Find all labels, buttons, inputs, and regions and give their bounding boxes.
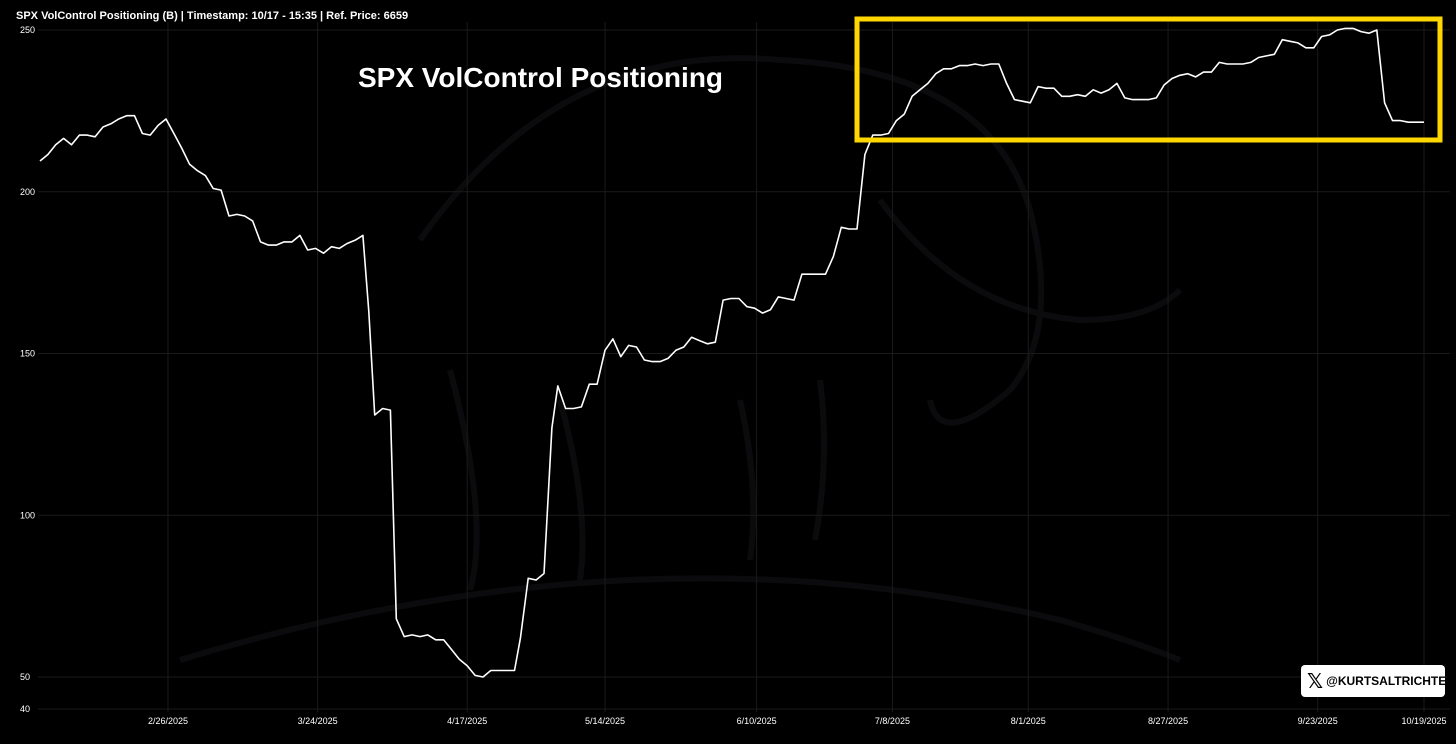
y-tick-label: 200 [20, 187, 35, 197]
x-tick-label: 10/19/2025 [1401, 716, 1446, 726]
x-tick-label: 7/8/2025 [875, 716, 910, 726]
x-tick-label: 6/10/2025 [737, 716, 777, 726]
x-tick-label: 8/27/2025 [1148, 716, 1188, 726]
y-tick-label: 100 [20, 510, 35, 520]
highlight-box [854, 16, 1443, 143]
y-axis: 40 50 100 150 200 250 [20, 25, 35, 714]
y-tick-label: 40 [20, 704, 30, 714]
y-tick-label: 250 [20, 25, 35, 35]
x-tick-label: 3/24/2025 [298, 716, 338, 726]
overlay-title: SPX VolControl Positioning [358, 62, 724, 93]
x-tick-label: 2/26/2025 [148, 716, 188, 726]
chart-grid [38, 22, 1450, 712]
x-tick-label: 4/17/2025 [447, 716, 487, 726]
x-tick-label: 5/14/2025 [585, 716, 625, 726]
y-tick-label: 150 [20, 349, 35, 359]
chart-header-title: SPX VolControl Positioning (B) | Timesta… [16, 10, 409, 22]
x-axis: 2/26/2025 3/24/2025 4/17/2025 5/14/2025 6/10… [148, 716, 1447, 726]
x-tick-label: 8/1/2025 [1011, 716, 1046, 726]
series-line [39, 27, 1424, 678]
x-logo-icon: 𝕏 [1307, 669, 1324, 693]
y-tick-label: 50 [20, 672, 30, 682]
background-watermark-graphic [179, 55, 1183, 663]
x-tick-label: 9/23/2025 [1298, 716, 1338, 726]
author-handle: @KURTSALTRICHTER [1326, 674, 1455, 688]
author-badge[interactable]: 𝕏 @KURTSALTRICHTER [1301, 665, 1455, 697]
